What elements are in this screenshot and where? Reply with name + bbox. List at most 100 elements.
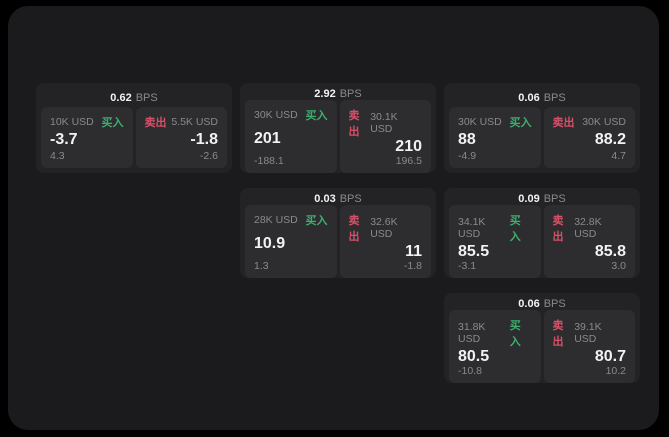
sell-panel-top: 卖出 32.8K USD: [553, 212, 627, 244]
spread-value: 2.92: [314, 88, 336, 100]
spread-value: 0.09: [518, 193, 540, 205]
quote-card: 0.09 BPS 34.1K USD 买入 85.5 -3.1 卖出 32.8K…: [444, 188, 640, 278]
buy-panel[interactable]: 31.8K USD 买入 80.5 -10.8: [449, 310, 541, 383]
quote-panels: 28K USD 买入 10.9 1.3 卖出 32.6K USD 11 -1.8: [245, 205, 431, 278]
sell-panel[interactable]: 卖出 32.8K USD 85.8 3.0: [543, 205, 635, 278]
buy-size: 30K USD: [254, 109, 298, 121]
buy-size: 31.8K USD: [458, 321, 486, 345]
ask-delta: 3.0: [611, 260, 626, 272]
sell-panel-top: 卖出 39.1K USD: [553, 317, 627, 349]
sell-panel[interactable]: 卖出 30.1K USD 210 196.5: [339, 100, 431, 173]
ask-price: 210: [395, 138, 422, 155]
ask-delta: 196.5: [395, 155, 422, 167]
sell-panel-top: 卖出 32.6K USD: [349, 212, 423, 244]
buy-panel-top: 28K USD 买入: [254, 212, 328, 228]
bid-delta: -10.8: [458, 365, 482, 377]
card-header: 2.92 BPS: [245, 88, 431, 100]
sell-size: 32.6K USD: [370, 216, 398, 240]
buy-size: 30K USD: [458, 116, 502, 128]
card-header: 0.06 BPS: [449, 298, 635, 310]
sell-label: 卖出: [552, 215, 564, 243]
ask-delta: -2.6: [199, 150, 218, 162]
bid-price: 85.5: [458, 243, 490, 260]
bps-label: BPS: [339, 88, 362, 100]
buy-panel[interactable]: 30K USD 买入 88 -4.9: [449, 107, 541, 168]
sell-panel-top: 卖出 5.5K USD: [145, 114, 219, 130]
buy-label: 买入: [305, 110, 328, 122]
buy-size: 10K USD: [50, 116, 94, 128]
spread-value: 0.03: [314, 193, 336, 205]
bps-label: BPS: [543, 193, 566, 205]
card-header: 0.06 BPS: [449, 88, 635, 107]
buy-panel-top: 10K USD 买入: [50, 114, 124, 130]
sell-panel[interactable]: 卖出 39.1K USD 80.7 10.2: [543, 310, 635, 383]
spread-value: 0.06: [518, 91, 540, 104]
buy-label: 买入: [305, 215, 328, 227]
sell-panel[interactable]: 卖出 30K USD 88.2 4.7: [543, 107, 635, 168]
sell-panel[interactable]: 卖出 5.5K USD -1.8 -2.6: [135, 107, 227, 168]
quote-card: 0.06 BPS 30K USD 买入 88 -4.9 卖出 30K USD 8…: [444, 83, 640, 173]
quote-panels: 30K USD 买入 88 -4.9 卖出 30K USD 88.2 4.7: [449, 107, 635, 168]
ask-price: 11: [405, 243, 422, 260]
card-header: 0.62 BPS: [41, 88, 227, 107]
ask-delta: -1.8: [403, 260, 422, 272]
buy-label: 买入: [509, 117, 532, 129]
bid-delta: -4.9: [458, 150, 477, 162]
sell-panel[interactable]: 卖出 32.6K USD 11 -1.8: [339, 205, 431, 278]
ask-delta: 4.7: [611, 150, 626, 162]
buy-panel[interactable]: 30K USD 买入 201 -188.1: [245, 100, 337, 173]
ask-price: 88.2: [594, 131, 626, 148]
sell-size: 5.5K USD: [171, 116, 218, 128]
bid-price: 88: [458, 131, 476, 148]
buy-panel-top: 30K USD 买入: [458, 114, 532, 130]
spread-value: 0.62: [110, 91, 132, 104]
quote-card: 0.62 BPS 10K USD 买入 -3.7 4.3 卖出 5.5K USD…: [36, 83, 232, 173]
bid-delta: -188.1: [254, 155, 284, 167]
sell-size: 32.8K USD: [574, 216, 602, 240]
ask-price: 85.8: [594, 243, 626, 260]
quote-card: 0.03 BPS 28K USD 买入 10.9 1.3 卖出 32.6K US…: [240, 188, 436, 278]
quote-card: 2.92 BPS 30K USD 买入 201 -188.1 卖出 30.1K …: [240, 83, 436, 173]
sell-label: 卖出: [348, 110, 360, 138]
quote-panels: 30K USD 买入 201 -188.1 卖出 30.1K USD 210 1…: [245, 100, 431, 173]
bid-price: 80.5: [458, 348, 490, 365]
buy-panel[interactable]: 28K USD 买入 10.9 1.3: [245, 205, 337, 278]
quote-card: 0.06 BPS 31.8K USD 买入 80.5 -10.8 卖出 39.1…: [444, 293, 640, 383]
bid-delta: -3.1: [458, 260, 477, 272]
sell-panel-top: 卖出 30K USD: [553, 114, 627, 130]
bid-delta: 1.3: [254, 260, 269, 272]
bid-price: 201: [254, 130, 281, 147]
buy-panel-top: 30K USD 买入: [254, 107, 328, 123]
buy-label: 买入: [101, 117, 124, 129]
spread-value: 0.06: [518, 298, 540, 310]
buy-label: 买入: [509, 320, 521, 348]
buy-panel-top: 31.8K USD 买入: [458, 317, 532, 349]
bid-price: 10.9: [254, 235, 286, 252]
ask-delta: 10.2: [605, 365, 626, 377]
buy-size: 34.1K USD: [458, 216, 486, 240]
quote-panels: 31.8K USD 买入 80.5 -10.8 卖出 39.1K USD 80.…: [449, 310, 635, 383]
cards-grid: 0.62 BPS 10K USD 买入 -3.7 4.3 卖出 5.5K USD…: [36, 83, 640, 383]
card-header: 0.09 BPS: [449, 193, 635, 205]
sell-panel-top: 卖出 30.1K USD: [349, 107, 423, 139]
bps-label: BPS: [543, 298, 566, 310]
bps-label: BPS: [339, 193, 362, 205]
buy-panel[interactable]: 10K USD 买入 -3.7 4.3: [41, 107, 133, 168]
buy-size: 28K USD: [254, 214, 298, 226]
ask-price: -1.8: [190, 131, 218, 148]
app-surface: 0.62 BPS 10K USD 买入 -3.7 4.3 卖出 5.5K USD…: [8, 6, 659, 430]
bid-price: -3.7: [50, 131, 78, 148]
bid-delta: 4.3: [50, 150, 65, 162]
sell-label: 卖出: [144, 117, 167, 129]
sell-size: 39.1K USD: [574, 321, 602, 345]
sell-size: 30K USD: [582, 116, 626, 128]
ask-price: 80.7: [594, 348, 626, 365]
card-header: 0.03 BPS: [245, 193, 431, 205]
sell-label: 卖出: [552, 320, 564, 348]
buy-label: 买入: [509, 215, 521, 243]
quote-panels: 10K USD 买入 -3.7 4.3 卖出 5.5K USD -1.8 -2.…: [41, 107, 227, 168]
sell-size: 30.1K USD: [370, 111, 398, 135]
buy-panel[interactable]: 34.1K USD 买入 85.5 -3.1: [449, 205, 541, 278]
bps-label: BPS: [543, 91, 566, 104]
buy-panel-top: 34.1K USD 买入: [458, 212, 532, 244]
